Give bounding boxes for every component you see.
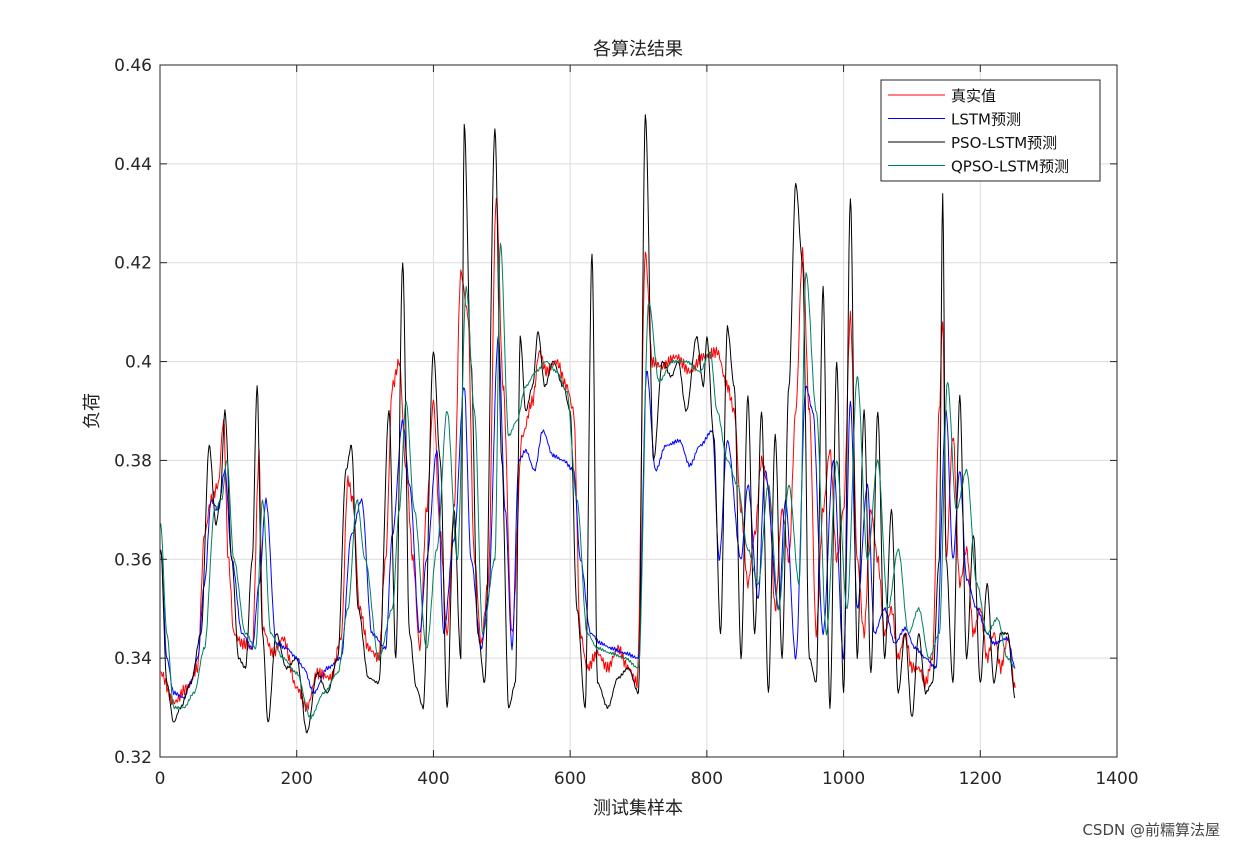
watermark: CSDN @前糯算法屋 — [1082, 821, 1220, 839]
series-line-2 — [160, 114, 1016, 734]
legend: 真实值 LSTM预测 PSO-LSTM预测 QPSO-LSTM预测 — [880, 79, 1101, 182]
legend-label: LSTM预测 — [951, 111, 1021, 129]
y-tick-label: 0.36 — [114, 550, 152, 570]
x-tick-label: 1000 — [822, 769, 865, 789]
legend-label: 真实值 — [951, 87, 996, 105]
x-tick-label: 800 — [691, 769, 723, 789]
x-tick-label: 600 — [554, 769, 586, 789]
legend-box — [880, 79, 1101, 182]
legend-label: QPSO-LSTM预测 — [951, 158, 1069, 176]
x-tick-label: 0 — [155, 769, 166, 789]
y-axis-label: 负荷 — [82, 393, 103, 429]
x-tick-label: 1200 — [959, 769, 1002, 789]
y-tick-label: 0.46 — [114, 56, 152, 76]
y-tick-label: 0.32 — [114, 748, 152, 768]
ticks: 0 200 400 600 800 1000 1200 1400 0.32 0.34 0.36 0.3… — [114, 56, 1138, 789]
y-tick-label: 0.38 — [114, 451, 152, 471]
x-axis-label: 测试集样本 — [593, 798, 683, 819]
x-tick-label: 1400 — [1095, 769, 1138, 789]
x-tick-label: 200 — [280, 769, 312, 789]
chart-title: 各算法结果 — [593, 39, 683, 60]
series-layer — [160, 114, 1016, 734]
plot-frame — [159, 64, 1118, 758]
series-line-3 — [160, 242, 1016, 720]
legend-label: PSO-LSTM预测 — [951, 134, 1057, 152]
y-tick-label: 0.34 — [114, 649, 152, 669]
y-tick-label: 0.42 — [114, 254, 152, 274]
y-tick-label: 0.4 — [125, 353, 152, 373]
x-tick-label: 400 — [417, 769, 449, 789]
y-tick-label: 0.44 — [114, 155, 152, 175]
